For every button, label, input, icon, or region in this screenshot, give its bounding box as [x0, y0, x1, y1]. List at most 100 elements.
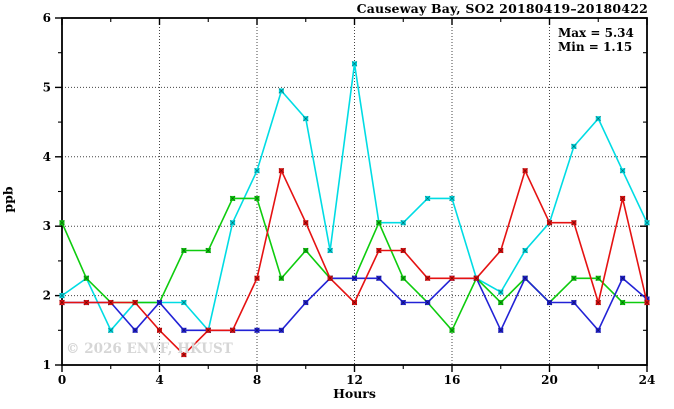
data-marker	[278, 275, 284, 281]
data-marker	[425, 275, 431, 281]
chart-title: Causeway Bay, SO2 20180419–20180422	[356, 1, 648, 16]
data-marker	[59, 300, 65, 306]
data-marker	[303, 247, 309, 253]
y-tick-label: 3	[43, 219, 51, 233]
x-tick-label: 20	[541, 373, 558, 387]
data-marker	[376, 247, 382, 253]
data-marker	[644, 220, 650, 226]
data-marker	[620, 275, 626, 281]
data-marker	[254, 195, 260, 201]
data-marker	[157, 327, 162, 333]
data-marker	[230, 327, 236, 333]
data-marker	[303, 116, 309, 122]
data-marker	[571, 275, 577, 281]
data-marker	[400, 220, 406, 226]
data-marker	[644, 300, 650, 306]
data-marker	[83, 300, 89, 306]
x-axis-label: Hours	[333, 386, 376, 401]
x-tick-label: 24	[639, 373, 656, 387]
data-marker	[522, 247, 528, 253]
data-marker	[205, 327, 211, 333]
data-marker	[327, 275, 333, 281]
y-tick-label: 5	[43, 80, 51, 94]
x-tick-label: 0	[58, 373, 66, 387]
data-marker	[376, 220, 382, 226]
data-marker	[376, 275, 382, 281]
watermark-text: © 2026 ENVF, HKUST	[66, 341, 233, 357]
data-marker	[595, 300, 601, 306]
data-marker	[547, 300, 552, 306]
data-marker	[59, 293, 65, 299]
data-marker	[303, 300, 309, 306]
data-marker	[278, 168, 284, 174]
data-marker	[352, 61, 357, 67]
data-marker	[83, 275, 89, 281]
data-marker	[498, 327, 504, 333]
data-marker	[547, 220, 552, 226]
data-marker	[352, 300, 357, 306]
data-marker	[303, 220, 309, 226]
gridlines	[62, 18, 647, 365]
x-tick-label: 16	[444, 373, 461, 387]
series-red-day	[59, 167, 650, 358]
data-marker	[254, 327, 260, 333]
axis-ticks	[55, 17, 648, 372]
data-marker	[425, 300, 431, 306]
y-tick-label: 2	[43, 289, 51, 303]
data-marker	[327, 247, 333, 253]
max-value-label: Max = 5.34	[558, 26, 634, 40]
data-marker	[522, 275, 528, 281]
data-marker	[522, 168, 528, 174]
data-marker	[205, 247, 211, 253]
data-marker	[595, 275, 601, 281]
data-marker	[595, 116, 601, 122]
min-value-label: Min = 1.15	[558, 40, 633, 54]
data-marker	[254, 275, 260, 281]
y-tick-label: 6	[43, 11, 51, 25]
max-min-annotation: Max = 5.34 Min = 1.15	[558, 26, 634, 54]
data-marker	[498, 247, 504, 253]
data-marker	[571, 143, 577, 149]
data-marker	[278, 88, 284, 94]
data-marker	[425, 195, 431, 201]
data-marker	[181, 247, 187, 253]
data-marker	[449, 327, 455, 333]
data-marker	[571, 300, 577, 306]
data-marker	[400, 275, 406, 281]
data-marker	[132, 300, 138, 306]
data-marker	[181, 352, 187, 358]
x-tick-label: 12	[346, 373, 363, 387]
data-marker	[400, 247, 406, 253]
data-marker	[595, 327, 601, 333]
data-marker	[157, 300, 162, 306]
data-marker	[230, 220, 236, 226]
data-marker	[449, 275, 455, 281]
data-marker	[571, 220, 577, 226]
x-tick-label: 4	[155, 373, 163, 387]
data-marker	[108, 300, 114, 306]
y-axis-label: ppb	[0, 186, 16, 213]
data-marker	[620, 300, 626, 306]
y-tick-label: 4	[43, 150, 51, 164]
data-marker	[278, 327, 284, 333]
data-marker	[132, 327, 138, 333]
data-marker	[620, 195, 626, 201]
series-line-cyan	[61, 63, 648, 333]
data-marker	[400, 300, 406, 306]
data-marker	[498, 289, 504, 295]
data-marker	[473, 275, 479, 281]
x-tick-label: 8	[253, 373, 261, 387]
data-marker	[230, 195, 236, 201]
data-marker	[108, 327, 114, 333]
y-tick-label: 1	[43, 358, 51, 372]
data-marker	[620, 168, 626, 174]
data-marker	[498, 300, 504, 306]
data-marker	[352, 275, 357, 281]
data-marker	[254, 168, 260, 174]
data-marker	[449, 195, 455, 201]
data-marker	[181, 327, 187, 333]
data-marker	[59, 220, 65, 226]
